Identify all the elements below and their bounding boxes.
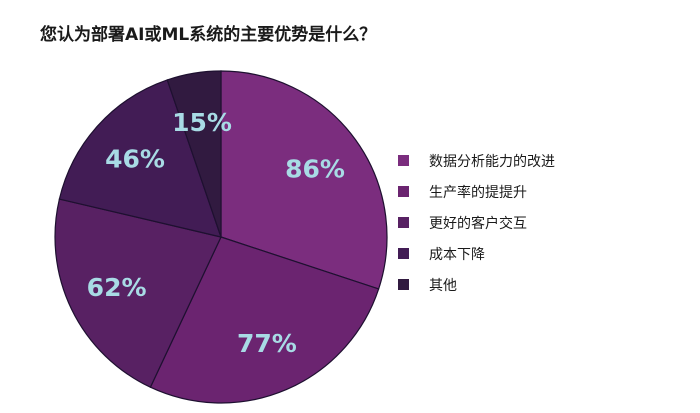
pie-slice-1 <box>220 70 388 290</box>
legend-item-4: 成本下降 <box>398 246 555 263</box>
pie-slice-5 <box>166 70 222 238</box>
legend-item-3: 更好的客户交互 <box>398 215 555 232</box>
chart-legend: 数据分析能力的改进 生产率的提提升 更好的客户交互 成本下降其他 <box>398 153 555 308</box>
pie-slice-label-5: 15% <box>172 108 232 137</box>
legend-swatch-5 <box>398 279 409 290</box>
pie-slice-labels: 86% 77% 62% 46%15% <box>87 108 345 358</box>
legend-swatch-2 <box>398 186 409 197</box>
legend-label-1: 数据分析能力的改进 <box>429 153 555 170</box>
pie-slice-2 <box>149 236 380 404</box>
legend-label-4: 成本下降 <box>429 246 485 263</box>
pie-slice-label-2: 77% <box>237 329 297 358</box>
legend-item-5: 其他 <box>398 277 555 294</box>
pie-slice-label-1: 86% <box>285 155 345 184</box>
pie-slices <box>54 70 388 404</box>
legend-swatch-1 <box>398 155 409 166</box>
legend-swatch-3 <box>398 217 409 228</box>
legend-item-1: 数据分析能力的改进 <box>398 153 555 170</box>
legend-label-5: 其他 <box>429 277 457 294</box>
chart-title: 您认为部署AI或ML系统的主要优势是什么？ <box>40 25 377 45</box>
legend-label-2: 生产率的提提升 <box>429 184 527 201</box>
pie-slice-label-3: 62% <box>87 273 147 302</box>
pie-slice-3 <box>54 198 222 389</box>
pie-slice-label-4: 46% <box>105 145 165 174</box>
legend-item-2: 生产率的提提升 <box>398 184 555 201</box>
legend-label-3: 更好的客户交互 <box>429 215 527 232</box>
legend-swatch-4 <box>398 248 409 259</box>
